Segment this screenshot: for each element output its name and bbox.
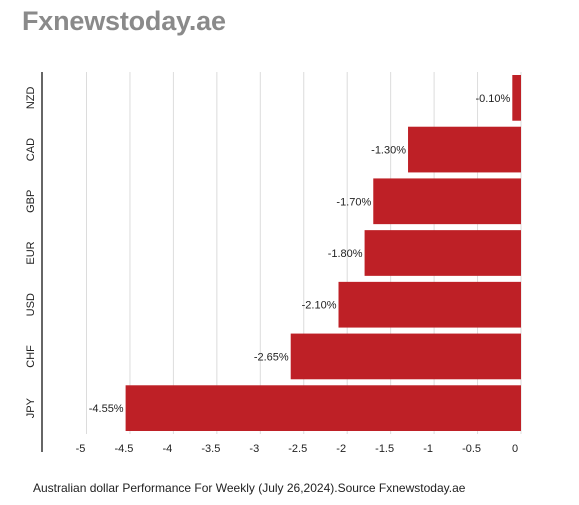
x-tick-label: -1.5	[375, 443, 394, 455]
data-label: -1.80%	[328, 248, 363, 260]
category-label: USD	[25, 293, 37, 316]
x-tick-label: -2.5	[288, 443, 307, 455]
x-tick-label: -3	[249, 443, 259, 455]
x-tick-label: -3.5	[201, 443, 220, 455]
category-label: NZD	[25, 86, 37, 109]
category-label: JPY	[25, 397, 37, 418]
bar-cad	[408, 126, 521, 173]
data-label: -1.70%	[336, 196, 371, 208]
data-label: -2.65%	[254, 351, 289, 363]
category-label: EUR	[25, 241, 37, 264]
category-label: CAD	[25, 138, 37, 161]
bar-chf	[290, 333, 521, 380]
bar-chart: -5 -4.5 -4 -3.5 -3 -2.5 -2 -1.5 -1 -0.5 0 -0.10% NZD…	[25, 72, 522, 455]
bar-jpy	[125, 385, 521, 431]
x-tick-label: -5	[76, 443, 86, 455]
data-label: -2.10%	[302, 300, 337, 312]
x-tick-label: -4	[163, 443, 173, 455]
bar-usd	[338, 281, 521, 328]
bar-eur	[364, 230, 521, 276]
bar-nzd	[512, 75, 521, 121]
bar-gbp	[373, 178, 521, 225]
data-label: -1.30%	[371, 145, 406, 157]
x-tick-label: 0	[512, 443, 518, 455]
category-label: GBP	[25, 190, 37, 213]
data-label: -4.55%	[89, 403, 124, 415]
x-tick-label: -1	[423, 443, 433, 455]
category-label: CHF	[25, 345, 37, 368]
chart-caption: Australian dollar Performance For Weekly…	[33, 481, 466, 495]
x-tick-label: -2	[336, 443, 346, 455]
data-label: -0.10%	[475, 93, 510, 105]
x-tick-label: -0.5	[462, 443, 481, 455]
brand-logo: Fxnewstoday.ae	[22, 6, 226, 36]
x-tick-label: -4.5	[114, 443, 133, 455]
